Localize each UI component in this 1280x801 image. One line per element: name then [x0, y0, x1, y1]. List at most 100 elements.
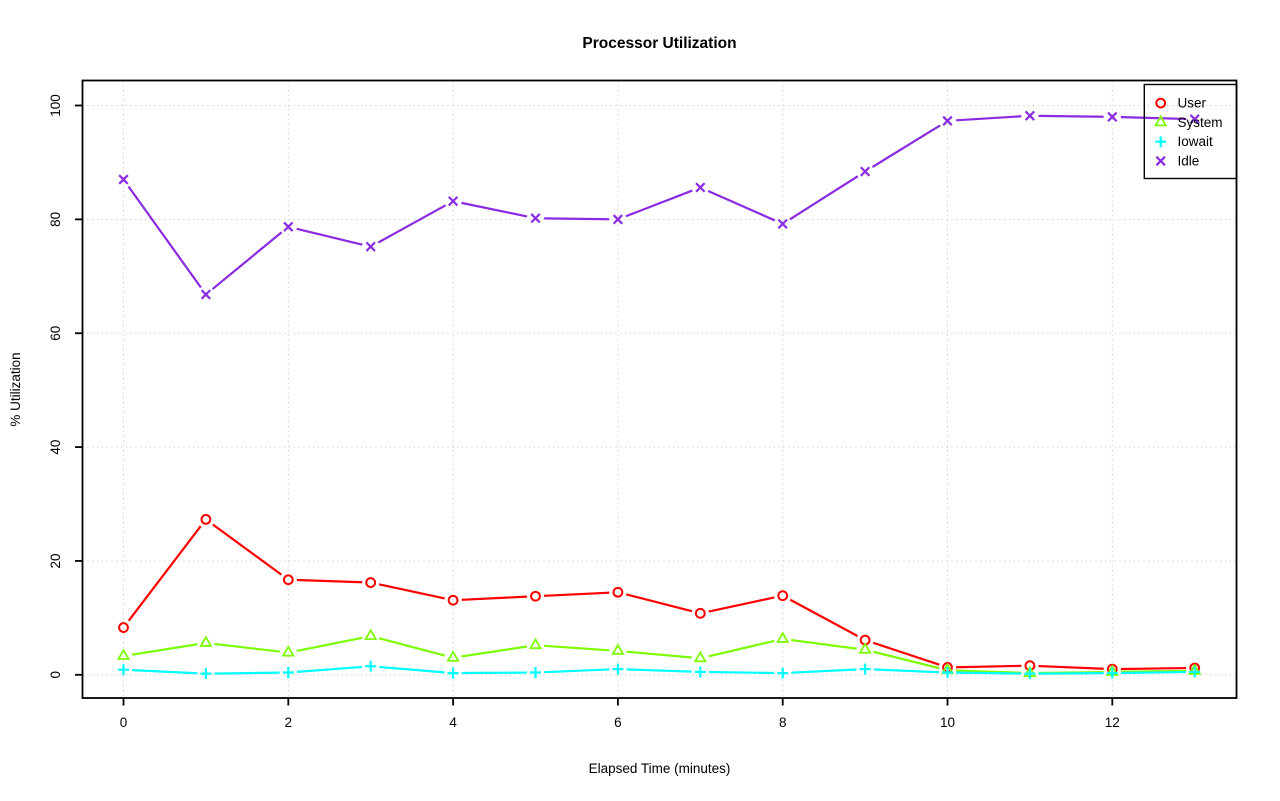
series-line-segment — [871, 124, 941, 168]
circle-marker-icon — [694, 607, 706, 619]
series-line-segment — [872, 641, 940, 666]
x-marker-icon — [860, 166, 871, 177]
user-data-point — [118, 622, 129, 633]
plus-marker-icon — [1155, 136, 1167, 148]
series-line-segment — [956, 671, 1022, 675]
x-marker-icon — [1189, 114, 1200, 125]
plus-marker-icon — [777, 667, 789, 679]
series-line-segment — [707, 189, 776, 222]
iowait-data-point — [777, 667, 789, 679]
iowait-data-point — [447, 667, 459, 679]
x-marker-icon — [365, 241, 376, 252]
plus-marker-icon — [1024, 668, 1036, 680]
circle-marker-icon — [282, 574, 294, 586]
series-line-segment — [791, 638, 857, 650]
idle-data-point — [448, 196, 459, 207]
series-layer — [116, 110, 1202, 680]
series-line-segment — [1120, 670, 1187, 675]
iowait-data-point — [859, 663, 871, 675]
series-line-segment — [789, 175, 859, 221]
user-data-point — [777, 590, 789, 602]
circle-marker-icon — [118, 622, 129, 633]
series-line-segment — [956, 115, 1022, 122]
system-data-point — [776, 631, 790, 643]
idle-data-point — [942, 115, 953, 126]
legend-marker-iowait — [1155, 136, 1167, 148]
series-line-segment — [626, 668, 692, 673]
series-system — [116, 628, 1202, 677]
series-line-segment — [211, 231, 283, 290]
circle-marker-icon — [612, 586, 624, 598]
chart-title: Processor Utilization — [582, 35, 736, 52]
user-data-point — [447, 594, 459, 606]
iowait-data-point — [200, 668, 212, 680]
plot-box — [81, 79, 1238, 699]
triangle-marker-icon — [611, 643, 625, 655]
series-idle — [118, 110, 1200, 300]
system-data-point — [199, 635, 213, 647]
iowait-data-point — [1189, 666, 1201, 678]
system-data-point — [116, 648, 131, 660]
plus-marker-icon — [612, 663, 624, 675]
plus-marker-icon — [859, 663, 871, 675]
series-line-segment — [1120, 116, 1187, 121]
plus-marker-icon — [365, 660, 377, 672]
triangle-marker-icon — [364, 628, 378, 640]
legend-label-idle: Idle — [1178, 154, 1200, 169]
legend-label-system: System — [1178, 115, 1223, 130]
iowait-data-point — [118, 664, 129, 676]
user-data-point — [530, 590, 541, 602]
legend-marker-idle — [1155, 155, 1166, 167]
x-tick-label: 4 — [449, 715, 457, 730]
x-marker-icon — [283, 221, 294, 232]
iowait-data-point — [612, 663, 624, 675]
triangle-marker-icon — [776, 631, 790, 643]
plus-marker-icon — [530, 667, 541, 679]
series-line-segment — [1120, 666, 1187, 671]
plus-marker-icon — [694, 666, 706, 678]
iowait-data-point — [365, 660, 377, 672]
x-marker-icon — [695, 182, 706, 193]
axes-layer: 0 2 4 6 8 10 12 0 20 40 60 80 100 — [48, 79, 1238, 730]
series-line-segment — [544, 644, 610, 652]
series-line-segment — [214, 671, 280, 675]
series-line-segment — [131, 643, 198, 656]
series-line-segment — [708, 670, 775, 675]
idle-data-point — [118, 174, 129, 185]
x-axis-label: Elapsed Time (minutes) — [589, 761, 731, 776]
circle-marker-icon — [447, 594, 459, 606]
legend-label-user: User — [1178, 96, 1207, 111]
x-marker-icon — [200, 289, 211, 300]
triangle-marker-icon — [858, 642, 872, 654]
user-data-point — [282, 574, 294, 586]
idle-data-point — [365, 241, 376, 252]
x-tick-label: 8 — [779, 715, 787, 730]
system-data-point — [364, 628, 378, 640]
series-line-segment — [296, 636, 363, 652]
triangle-marker-icon — [199, 635, 213, 647]
circle-marker-icon — [530, 590, 541, 602]
series-line-segment — [461, 201, 528, 218]
series-line-segment — [544, 217, 610, 221]
user-data-point — [694, 607, 706, 619]
series-line-segment — [127, 525, 202, 622]
series-iowait — [118, 660, 1201, 680]
system-data-point — [446, 650, 460, 662]
series-line-segment — [1120, 669, 1187, 673]
user-data-point — [365, 577, 377, 588]
idle-data-point — [695, 182, 706, 193]
circle-marker-icon — [200, 513, 212, 525]
plus-marker-icon — [942, 667, 953, 679]
y-tick-label: 60 — [48, 326, 63, 341]
iowait-data-point — [1106, 667, 1118, 679]
legend-label-iowait: Iowait — [1178, 134, 1214, 149]
triangle-marker-icon — [528, 637, 543, 650]
series-line-segment — [379, 665, 445, 674]
iowait-data-point — [282, 667, 294, 679]
circle-marker-icon — [777, 590, 789, 602]
iowait-data-point — [942, 667, 953, 679]
series-line-segment — [873, 650, 940, 670]
y-tick-label: 80 — [48, 212, 63, 227]
series-line-segment — [873, 668, 939, 674]
